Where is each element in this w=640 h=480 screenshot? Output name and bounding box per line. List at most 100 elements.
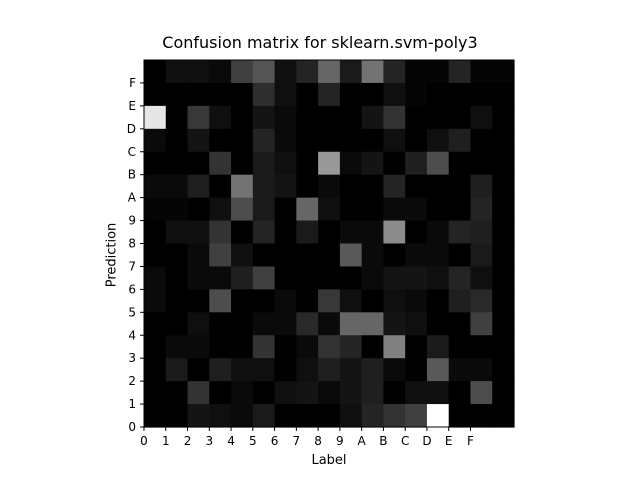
x-tick-label: 2: [184, 434, 192, 448]
heatmap-cell: [165, 82, 189, 107]
heatmap-cell: [165, 266, 189, 290]
heatmap-cell: [470, 151, 493, 176]
heatmap-cell: [252, 105, 276, 130]
heatmap-cell: [144, 220, 167, 245]
heatmap-cell: [274, 381, 297, 405]
heatmap-cell: [231, 358, 254, 382]
heatmap-cell: [492, 358, 515, 382]
heatmap-cell: [361, 243, 385, 268]
heatmap-cell: [339, 266, 363, 290]
heatmap-cell: [339, 335, 363, 359]
heatmap-cell: [274, 335, 297, 359]
heatmap-cell: [231, 289, 254, 313]
heatmap-cell: [252, 128, 276, 153]
y-axis-label-wrap: Prediction: [100, 170, 124, 340]
heatmap-cell: [165, 151, 189, 176]
heatmap-cell: [448, 197, 472, 222]
heatmap-cell: [187, 266, 210, 290]
heatmap-cell: [165, 404, 189, 428]
heatmap-cell: [383, 381, 406, 405]
heatmap-cell: [231, 174, 254, 199]
heatmap-cell: [231, 60, 254, 84]
heatmap-cell: [252, 82, 276, 107]
heatmap-cell: [448, 381, 472, 405]
heatmap-cell: [231, 220, 254, 245]
y-tick-label: 2: [128, 374, 136, 388]
heatmap-cell: [318, 197, 341, 222]
heatmap-cell: [318, 312, 341, 336]
x-tick-label: 7: [293, 434, 301, 448]
heatmap-cell: [274, 60, 297, 84]
heatmap-cell: [318, 128, 341, 153]
y-tick-label: 9: [128, 214, 136, 228]
heatmap-cell: [492, 128, 515, 153]
heatmap-cell: [187, 312, 210, 336]
heatmap-cells: [144, 60, 515, 428]
heatmap-cell: [144, 358, 167, 382]
heatmap-cell: [426, 220, 450, 245]
heatmap-cell: [274, 220, 297, 245]
heatmap-cell: [187, 381, 210, 405]
heatmap-cell: [296, 381, 319, 405]
heatmap-cell: [296, 358, 319, 382]
heatmap-cell: [296, 335, 319, 359]
heatmap-cell: [426, 289, 450, 313]
heatmap-cell: [448, 220, 472, 245]
heatmap-cell: [426, 60, 450, 84]
heatmap-cell: [165, 60, 189, 84]
heatmap-cell: [405, 243, 428, 268]
y-tick-label: F: [129, 76, 136, 90]
y-tick-label: 8: [128, 237, 136, 251]
x-tick-label: 1: [162, 434, 170, 448]
heatmap-cell: [231, 243, 254, 268]
heatmap-cell: [470, 82, 493, 107]
heatmap-cell: [274, 151, 297, 176]
heatmap-cell: [426, 381, 450, 405]
heatmap-cell: [252, 381, 276, 405]
x-tick-label: 4: [227, 434, 235, 448]
heatmap-cell: [470, 60, 493, 84]
heatmap-cell: [274, 82, 297, 107]
heatmap-cell: [296, 174, 319, 199]
heatmap-cell: [361, 381, 385, 405]
heatmap-cell: [470, 105, 493, 130]
heatmap-cell: [470, 404, 493, 428]
heatmap-cell: [187, 289, 210, 313]
heatmap-cell: [405, 266, 428, 290]
heatmap-cell: [405, 335, 428, 359]
heatmap-cell: [405, 151, 428, 176]
y-tick-label: 6: [128, 282, 136, 296]
heatmap-cell: [318, 60, 341, 84]
heatmap-cell: [231, 312, 254, 336]
heatmap-cell: [252, 289, 276, 313]
heatmap-cell: [361, 60, 385, 84]
heatmap-cell: [492, 151, 515, 176]
heatmap-cell: [252, 266, 276, 290]
heatmap-cell: [231, 381, 254, 405]
x-tick-label: D: [422, 434, 431, 448]
heatmap-cell: [274, 174, 297, 199]
heatmap-cell: [274, 243, 297, 268]
heatmap-cell: [426, 312, 450, 336]
heatmap-cell: [426, 128, 450, 153]
heatmap-cell: [296, 82, 319, 107]
y-tick-label: 4: [128, 328, 136, 342]
heatmap-cell: [405, 174, 428, 199]
heatmap-cell: [405, 105, 428, 130]
heatmap-cell: [274, 105, 297, 130]
x-tick-label: A: [358, 434, 367, 448]
heatmap-cell: [231, 266, 254, 290]
heatmap-cell: [339, 60, 363, 84]
heatmap-cell: [492, 335, 515, 359]
heatmap-cell: [361, 335, 385, 359]
heatmap-cell: [492, 404, 515, 428]
heatmap-cell: [144, 128, 167, 153]
heatmap-cell: [361, 174, 385, 199]
chart-title: Confusion matrix for sklearn.svm-poly3: [162, 33, 478, 52]
heatmap-cell: [231, 197, 254, 222]
heatmap-cell: [209, 174, 232, 199]
heatmap-cell: [383, 335, 406, 359]
heatmap-cell: [144, 151, 167, 176]
